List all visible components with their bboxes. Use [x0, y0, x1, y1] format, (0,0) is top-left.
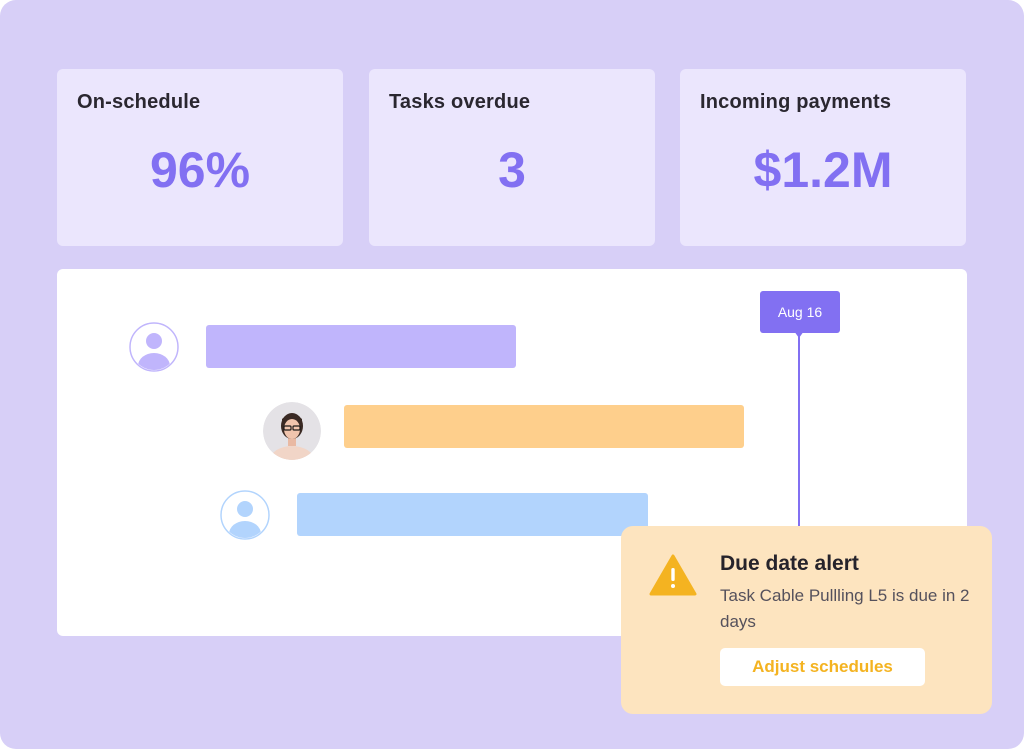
alert-title: Due date alert [720, 552, 859, 575]
warning-icon [649, 554, 697, 596]
assignee-avatar[interactable] [220, 490, 270, 540]
task-timeline: Aug 16 [57, 269, 967, 636]
metric-value: $1.2M [753, 142, 893, 198]
task-bar[interactable] [297, 493, 648, 536]
date-marker-line [798, 335, 800, 535]
adjust-schedules-button[interactable]: Adjust schedules [720, 648, 925, 686]
metric-card-tasks-overdue: Tasks overdue 3 [369, 69, 655, 246]
metric-label: Incoming payments [700, 91, 892, 113]
metric-card-incoming-payments: Incoming payments $1.2M [680, 69, 966, 246]
user-photo [263, 402, 321, 460]
task-bar[interactable] [206, 325, 516, 368]
metric-value: 3 [498, 142, 526, 198]
metric-label: Tasks overdue [389, 91, 531, 113]
metric-card-on-schedule: On-schedule 96% [57, 69, 343, 246]
metric-value: 96% [149, 142, 251, 198]
task-bar[interactable] [344, 405, 744, 448]
date-marker[interactable]: Aug 16 [760, 291, 840, 333]
date-marker-pointer [794, 331, 804, 338]
assignee-avatar[interactable] [129, 322, 179, 372]
due-date-alert: Due date alert Task Cable Pullling L5 is… [621, 526, 992, 714]
user-icon [129, 322, 179, 372]
metric-label: On-schedule [77, 91, 201, 113]
alert-message: Task Cable Pullling L5 is due in 2 days [720, 586, 970, 631]
user-icon [220, 490, 270, 540]
assignee-avatar[interactable] [263, 402, 321, 460]
